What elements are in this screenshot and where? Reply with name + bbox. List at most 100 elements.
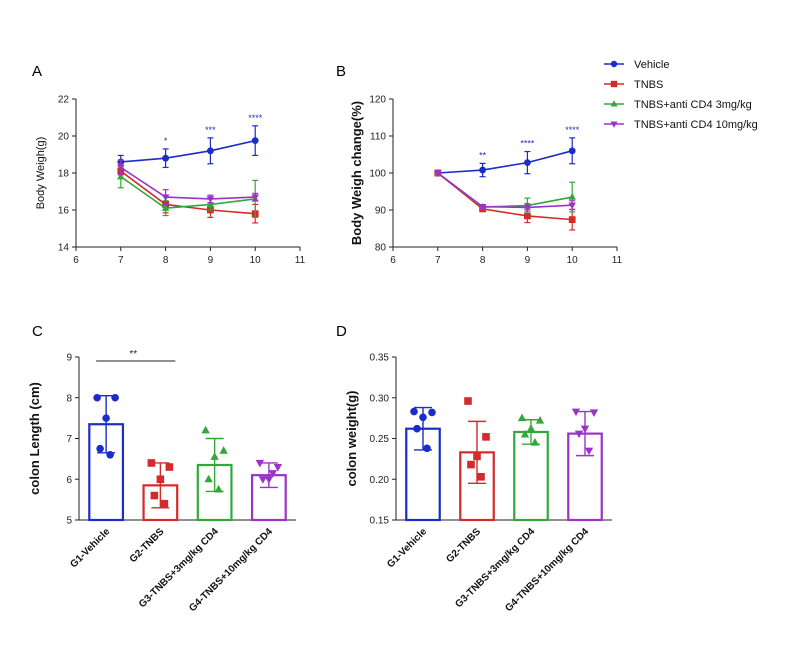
data-point: [478, 203, 487, 211]
y-tick-label: 6: [66, 475, 72, 486]
y-tick-label: 100: [369, 169, 386, 180]
category-label: G2-TNBS: [444, 526, 483, 565]
individual-point: [473, 452, 481, 461]
y-tick-label: 9: [66, 353, 72, 364]
individual-point: [210, 452, 219, 460]
y-tick-label: 0.20: [370, 475, 390, 486]
individual-point: [156, 475, 165, 484]
y-axis-label: colon Length (cm): [27, 382, 42, 495]
bar-group-3: [196, 425, 233, 522]
individual-point: [477, 473, 485, 481]
individual-point: [258, 476, 268, 484]
legend-marker: [610, 100, 618, 107]
y-tick-label: 80: [375, 243, 387, 254]
individual-point: [147, 459, 156, 467]
series-tnbs-anti-cd4-10mg-kg: [117, 159, 259, 206]
individual-point: [268, 470, 278, 478]
x-tick-label: 6: [73, 255, 79, 266]
individual-point: [589, 409, 599, 417]
significance-stars: *: [164, 136, 168, 146]
y-tick-label: 0.25: [370, 434, 390, 445]
legend-item-1: Vehicle: [604, 59, 669, 71]
legend-label: TNBS: [634, 79, 663, 91]
y-axis-label: Body Weigh change(%): [349, 101, 364, 245]
data-point: [568, 192, 576, 200]
x-tick-label: 11: [612, 255, 623, 266]
data-point: [206, 200, 215, 208]
individual-point: [214, 484, 223, 493]
individual-point: [467, 460, 475, 469]
legend-item-3: TNBS+anti CD4 3mg/kg: [604, 99, 752, 111]
series-vehicle: [434, 137, 576, 178]
data-point: [479, 166, 486, 174]
y-tick-label: 110: [370, 132, 386, 143]
individual-point: [526, 424, 536, 432]
individual-point: [96, 444, 104, 453]
individual-point: [571, 408, 581, 417]
chart-d-colon-weight: 0.15 0.20 0.25 0.30 0.35 colon weight(g) G1-Ve…: [344, 353, 612, 614]
x-tick-label: 7: [435, 255, 441, 266]
y-tick-label: 0.30: [370, 393, 390, 404]
y-tick-label: 20: [58, 132, 70, 143]
significance-stars: **: [129, 349, 137, 360]
bar-group-1: [405, 406, 441, 522]
bar-group-4: [567, 408, 603, 522]
data-point: [434, 170, 442, 178]
individual-point: [165, 463, 174, 471]
x-tick-label: 6: [390, 255, 396, 266]
series-line: [437, 172, 573, 221]
category-label: G1-Vehicle: [385, 526, 429, 570]
individual-point: [584, 447, 594, 456]
individual-point: [482, 433, 490, 441]
panel-label-c: C: [32, 323, 43, 340]
data-point: [568, 216, 576, 224]
individual-point: [160, 499, 169, 508]
y-tick-label: 14: [58, 243, 70, 254]
x-tick-label: 7: [118, 255, 124, 266]
individual-point: [520, 429, 530, 438]
data-point: [206, 196, 215, 203]
data-point: [117, 164, 125, 172]
data-point: [251, 137, 259, 145]
legend-marker: [610, 121, 618, 128]
data-point: [207, 147, 214, 155]
chart-b-body-weight-change: 80 90 100 110 120 6 7 8 9 10 11 Body Weigh change(%…: [349, 95, 623, 267]
x-tick-label: 11: [295, 255, 306, 266]
y-tick-label: 8: [66, 393, 72, 404]
individual-point: [219, 446, 228, 454]
data-point: [161, 204, 170, 211]
x-tick-label: 9: [208, 255, 214, 266]
individual-point: [419, 413, 427, 422]
y-tick-label: 0.35: [370, 353, 390, 364]
individual-point: [111, 393, 119, 402]
bar-group-1: [88, 393, 125, 522]
individual-point: [410, 407, 418, 416]
bar-group-2: [142, 459, 179, 522]
individual-point: [204, 474, 213, 483]
significance-stars: ****: [520, 139, 535, 149]
legend-item-2: TNBS: [604, 79, 663, 91]
data-point: [162, 154, 170, 162]
individual-point: [93, 393, 101, 402]
category-label: G2-TNBS: [128, 526, 167, 565]
legend-marker: [610, 60, 618, 68]
y-tick-label: 7: [66, 434, 72, 445]
y-tick-label: 0.15: [370, 516, 390, 527]
x-tick-label: 8: [480, 255, 486, 266]
series-tnbs: [117, 163, 259, 224]
legend-label: Vehicle: [634, 59, 669, 71]
individual-point: [413, 424, 421, 433]
category-label: G1-Vehicle: [68, 526, 112, 570]
significance-stars: ****: [565, 125, 580, 135]
individual-point: [201, 425, 210, 434]
legend-marker: [610, 80, 618, 88]
panel-label-d: D: [336, 323, 347, 340]
y-tick-label: 16: [58, 206, 70, 217]
data-point: [524, 159, 531, 167]
series-tnbs-anti-cd4-3mg-kg: [117, 165, 259, 218]
series-line: [120, 166, 256, 200]
individual-point: [150, 491, 159, 500]
